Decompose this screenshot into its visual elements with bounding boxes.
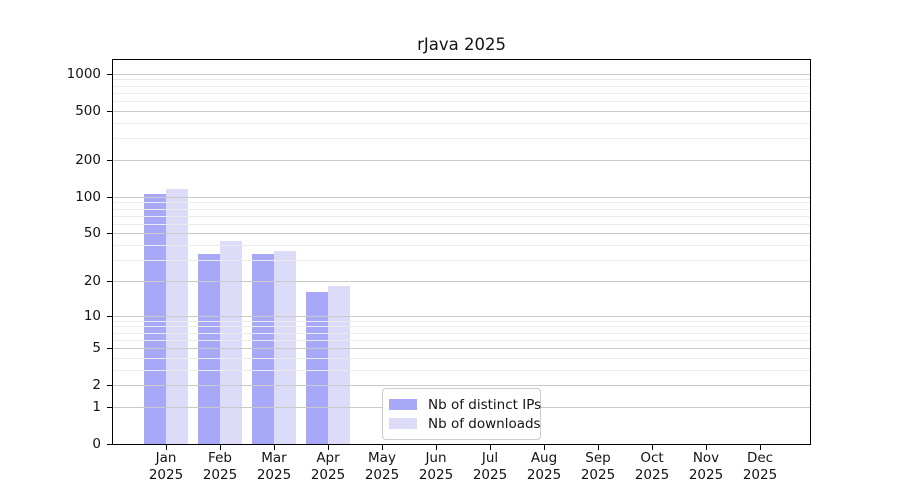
legend-swatch-downloads — [389, 418, 417, 429]
x-tick-label-aug: Aug 2025 — [526, 450, 562, 483]
legend-label-distinct-ips: Nb of distinct IPs — [428, 396, 542, 413]
y-tick-mark — [107, 159, 113, 161]
legend-swatch-distinct-ips — [389, 399, 417, 410]
gridline-minor — [113, 122, 810, 124]
y-tick-label: 2 — [92, 377, 101, 394]
x-tick-label-oct: Oct 2025 — [634, 450, 670, 483]
y-tick-mark — [107, 385, 113, 387]
x-tick-mark — [327, 445, 329, 450]
gridlines-layer — [113, 60, 810, 444]
y-tick-label: 10 — [83, 307, 101, 324]
gridline-minor — [113, 369, 810, 371]
legend-item-distinct-ips: Nb of distinct IPs — [389, 395, 541, 414]
gridline-minor — [113, 223, 810, 225]
x-tick-mark — [165, 445, 167, 450]
y-tick-mark — [107, 315, 113, 317]
gridline-minor — [113, 357, 810, 359]
y-tick-mark — [107, 444, 113, 446]
x-tick-label-apr: Apr 2025 — [310, 450, 346, 483]
y-tick-label: 200 — [75, 151, 101, 168]
gridline-minor — [113, 326, 810, 328]
x-tick-mark — [759, 445, 761, 450]
gridline-major — [113, 110, 810, 112]
gridline-minor — [113, 79, 810, 81]
gridline-major — [113, 280, 810, 282]
y-tick-mark — [107, 233, 113, 235]
x-tick-mark — [219, 445, 221, 450]
x-tick-mark — [381, 445, 383, 450]
bars-layer — [113, 60, 810, 444]
gridline-minor — [113, 320, 810, 322]
y-tick-label: 0 — [92, 436, 101, 452]
y-tick-mark — [107, 73, 113, 75]
x-tick-label-mar: Mar 2025 — [256, 450, 292, 483]
gridline-minor — [113, 202, 810, 204]
legend: Nb of distinct IPs Nb of downloads — [382, 388, 541, 440]
bar-downloads-apr — [328, 286, 350, 444]
x-tick-label-dec: Dec 2025 — [742, 450, 778, 483]
y-tick-label: 50 — [83, 225, 101, 242]
gridline-major — [113, 315, 810, 317]
chart-title: rJava 2025 — [417, 35, 506, 54]
gridline-minor — [113, 245, 810, 246]
gridline-major — [113, 233, 810, 235]
y-tick-label: 500 — [75, 102, 101, 119]
x-tick-mark — [489, 445, 491, 450]
y-tick-mark — [107, 280, 113, 282]
y-tick-mark — [107, 196, 113, 198]
y-tick-label: 100 — [75, 188, 101, 205]
legend-item-downloads: Nb of downloads — [389, 414, 541, 433]
y-tick-mark — [107, 348, 113, 350]
gridline-minor — [113, 260, 810, 261]
x-tick-mark — [597, 445, 599, 450]
bar-downloads-jan — [166, 189, 188, 444]
x-tick-label-jun: Jun 2025 — [418, 450, 454, 483]
x-tick-mark — [651, 445, 653, 450]
y-tick-mark — [107, 110, 113, 112]
gridline-minor — [113, 339, 810, 341]
bar-distinct-ips-jan — [144, 193, 166, 444]
gridline-minor — [113, 85, 810, 87]
gridline-major — [113, 348, 810, 349]
gridline-major — [113, 385, 810, 387]
x-tick-mark — [273, 445, 275, 450]
gridline-minor — [113, 332, 810, 334]
gridline-minor — [113, 92, 810, 94]
y-tick-mark — [107, 406, 113, 409]
bar-distinct-ips-apr — [306, 292, 328, 444]
x-tick-label-jan: Jan 2025 — [148, 450, 184, 483]
x-tick-label-may: May 2025 — [364, 450, 400, 483]
gridline-major — [113, 73, 810, 75]
x-tick-label-nov: Nov 2025 — [688, 450, 724, 483]
gridline-major — [113, 159, 810, 161]
bar-downloads-mar — [274, 250, 296, 444]
y-tick-label: 1 — [92, 398, 101, 415]
x-tick-label-feb: Feb 2025 — [202, 450, 238, 483]
bar-downloads-feb — [220, 241, 242, 444]
gridline-minor — [113, 101, 810, 103]
x-tick-mark — [543, 445, 545, 450]
y-tick-label: 1000 — [66, 65, 101, 82]
y-tick-label: 5 — [92, 340, 101, 356]
legend-label-downloads: Nb of downloads — [428, 415, 541, 432]
y-tick-label: 20 — [83, 272, 101, 289]
gridline-minor — [113, 138, 810, 140]
x-tick-mark — [435, 445, 437, 450]
gridline-minor — [113, 215, 810, 217]
x-tick-mark — [705, 445, 707, 450]
gridline-major — [113, 196, 810, 198]
plot-area: Nb of distinct IPs Nb of downloads — [112, 59, 811, 445]
x-tick-label-jul: Jul 2025 — [472, 450, 508, 483]
gridline-minor — [113, 208, 810, 210]
x-tick-label-sep: Sep 2025 — [580, 450, 616, 483]
